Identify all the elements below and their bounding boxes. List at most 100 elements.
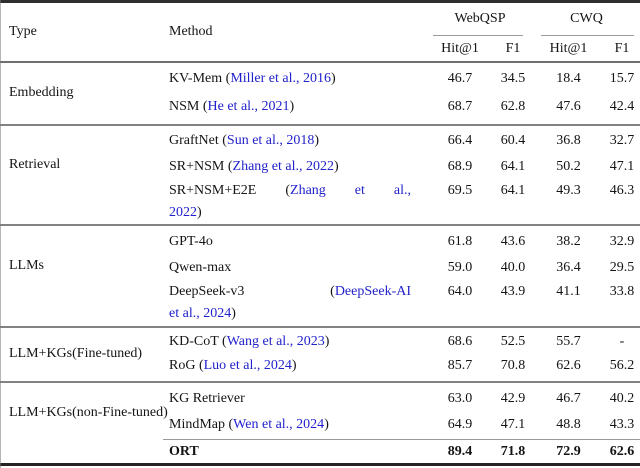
method-text: ) (197, 205, 202, 220)
value-cell: 40.0 (500, 260, 526, 275)
method-text: ) (314, 133, 320, 148)
value-cell: 66.4 (447, 133, 473, 148)
method-line: KD-CoT (Wang et al., 2023) (169, 331, 411, 353)
method-token: GPT-4o (169, 234, 213, 249)
value-cell: 46.7 (556, 391, 581, 406)
citation-link[interactable]: DeepSeek-AI (334, 284, 411, 299)
section-rows: GPT-4o 61.8 43.6 38.2 32.9 Qwen-max 59.0 40.0… (163, 229, 640, 325)
method-token: ORT (169, 444, 199, 459)
table-top-rule (0, 0, 640, 3)
method-token: Qwen-max (169, 260, 231, 275)
method-token: al., (394, 180, 411, 202)
citation-link[interactable]: Zhang et al., 2022 (232, 159, 335, 174)
table-row: GPT-4o 61.8 43.6 38.2 32.9 (163, 229, 640, 255)
value-cell: - (619, 334, 625, 349)
table-row: GraftNet (Sun et al., 2018) 66.4 60.4 36.8… (163, 128, 640, 154)
value-cell: 32.9 (609, 234, 635, 249)
value-cell: 47.1 (609, 159, 635, 174)
value-cell: 43.3 (609, 417, 635, 432)
method-cell: SR+NSM+E2E (Zhang et al., 2022) (163, 180, 427, 224)
type-cell: Retrieval (9, 157, 61, 172)
value-cell: 62.6 (609, 443, 635, 459)
method-line: RoG (Luo et al., 2024) (169, 355, 411, 377)
value-cell: 56.2 (609, 358, 635, 373)
method-token: KG Retriever (169, 391, 245, 406)
value-cell: 64.0 (447, 284, 473, 299)
method-cell: ORT (163, 441, 427, 463)
table-header: Type Method WebQSP CWQ Hit@1 F1 Hit@1 F1 (0, 3, 640, 63)
table-row: ORT 89.4 71.8 72.9 62.6 (163, 439, 640, 463)
citation-link[interactable]: Sun et al., 2018 (226, 133, 315, 148)
citation-link[interactable]: He et al., 2021 (207, 99, 290, 114)
method-token: et al., 2024) (169, 306, 236, 321)
citation-link[interactable]: Wang et al., 2023 (226, 334, 325, 349)
method-cell: NSM (He et al., 2021) (163, 96, 427, 118)
value-cell: 15.7 (609, 71, 635, 86)
type-cell: LLM+KGs(non-Fine-tuned) (9, 405, 168, 420)
method-line: NSM (He et al., 2021) (169, 96, 411, 118)
table-row: DeepSeek-v3 (DeepSeek-AI et al., 2024) 64.… (163, 281, 640, 325)
section-rows: GraftNet (Sun et al., 2018) 66.4 60.4 36.8… (163, 128, 640, 224)
citation-link[interactable]: Wen et al., 2024 (233, 417, 325, 432)
citation-link[interactable]: et al., 2024 (169, 306, 232, 321)
method-text: KD-CoT ( (169, 334, 227, 349)
citation-link[interactable]: al., (393, 183, 411, 198)
citation-link[interactable]: Zhang (290, 183, 326, 198)
method-token: NSM (He et al., 2021) (169, 99, 294, 114)
method-cell: Qwen-max (163, 257, 427, 279)
method-text: MindMap ( (169, 417, 234, 432)
method-line: DeepSeek-v3 (DeepSeek-AI (169, 281, 411, 303)
method-text: SR+NSM+E2E (169, 183, 257, 198)
table-bottom-rule (0, 463, 640, 466)
value-cell: 32.7 (609, 133, 635, 148)
value-cell: 62.6 (556, 358, 581, 373)
method-token: (Zhang (285, 180, 325, 202)
value-cell: 52.5 (500, 334, 526, 349)
table-row: SR+NSM (Zhang et al., 2022) 68.9 64.1 50.2… (163, 154, 640, 180)
col-group-cwq: CWQ (533, 3, 640, 36)
method-cell: KG Retriever (163, 388, 427, 410)
method-text: GraftNet ( (169, 133, 227, 148)
method-token: DeepSeek-v3 (169, 281, 244, 303)
citation-link[interactable]: Luo et al., 2024 (203, 358, 292, 373)
value-cell: 68.7 (447, 99, 473, 114)
method-line: Qwen-max (169, 257, 411, 279)
col-header-webqsp-f1: F1 (505, 40, 521, 56)
value-cell: 64.1 (500, 183, 526, 198)
citation-link[interactable]: Miller et al., 2016 (230, 71, 332, 86)
table-row: NSM (He et al., 2021) 68.7 62.8 47.6 42.4 (163, 93, 640, 121)
method-line: et al., 2024) (169, 303, 411, 325)
value-cell: 72.9 (556, 443, 581, 459)
method-text: GPT-4o (169, 234, 213, 249)
table-body: Embedding KV-Mem (Miller et al., 2016) 46… (0, 63, 640, 463)
method-line: GPT-4o (169, 231, 411, 253)
table-row: MindMap (Wen et al., 2024) 64.9 47.1 48.8 4… (163, 412, 640, 438)
value-cell: 43.6 (500, 234, 526, 249)
value-cell: 29.5 (609, 260, 635, 275)
section-rows: KG Retriever 63.0 42.9 46.7 40.2 MindMap (We… (163, 386, 640, 463)
value-cell: 47.6 (556, 99, 581, 114)
value-cell: 55.7 (556, 334, 581, 349)
value-cell: 69.5 (447, 183, 473, 198)
method-cell: KD-CoT (Wang et al., 2023) (163, 331, 427, 353)
method-token: GraftNet (Sun et al., 2018) (169, 133, 319, 148)
value-cell: 47.1 (500, 417, 526, 432)
section-llm-kgs-fine-tuned: LLM+KGs(Fine-tuned) KD-CoT (Wang et al., … (0, 326, 640, 381)
table-row: Qwen-max 59.0 40.0 36.4 29.5 (163, 255, 640, 281)
value-cell: 71.8 (500, 443, 526, 459)
method-text: ) (291, 358, 297, 373)
method-text: RoG ( (169, 358, 204, 373)
value-cell: 42.4 (609, 99, 635, 114)
method-line: SR+NSM+E2E (Zhang et al., (169, 180, 411, 202)
value-cell: 62.8 (500, 99, 526, 114)
citation-link[interactable]: 2022 (169, 205, 197, 220)
method-text: ) (334, 159, 339, 174)
cwq-cmidrule (541, 34, 634, 36)
method-cell: MindMap (Wen et al., 2024) (163, 414, 427, 436)
method-text: SR+NSM ( (169, 159, 233, 174)
value-cell: 50.2 (556, 159, 581, 174)
method-line: GraftNet (Sun et al., 2018) (169, 130, 411, 152)
method-token: KV-Mem (Miller et al., 2016) (169, 71, 336, 86)
citation-link[interactable]: et (354, 183, 365, 198)
value-cell: 64.1 (500, 159, 526, 174)
